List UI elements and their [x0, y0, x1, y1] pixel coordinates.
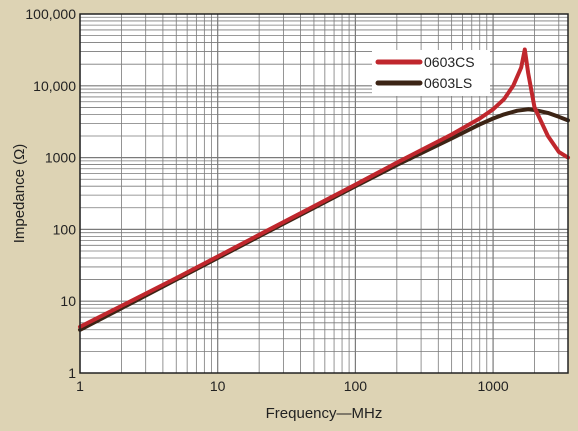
x-tick-label: 1000 — [478, 378, 509, 394]
series-layer — [78, 47, 570, 332]
plot-frame — [79, 13, 569, 374]
series-line-0603cs — [78, 47, 570, 329]
y-axis-label: Impedance (Ω) — [11, 144, 28, 244]
x-axis-ticks: 1 10 100 1000 — [76, 378, 509, 394]
y-axis-ticks: 1 10 100 1000 10,000 100,000 — [25, 6, 76, 381]
x-tick-label: 10 — [210, 378, 226, 394]
y-tick-label: 1 — [68, 365, 76, 381]
x-axis-label: Frequency—MHz — [266, 405, 383, 422]
y-tick-label: 100 — [53, 221, 77, 237]
legend-label: 0603LS — [424, 75, 472, 91]
legend-label: 0603CS — [424, 54, 475, 70]
plot-area — [80, 14, 568, 373]
y-tick-label: 1000 — [45, 150, 76, 166]
y-tick-label: 10,000 — [33, 78, 76, 94]
legend: 0603CS 0603LS — [372, 50, 490, 96]
grid — [79, 14, 568, 373]
x-tick-label: 100 — [344, 378, 368, 394]
y-tick-label: 10 — [60, 293, 76, 309]
legend-box — [372, 50, 490, 96]
y-tick-label: 100,000 — [25, 6, 76, 22]
x-tick-label: 1 — [76, 378, 84, 394]
